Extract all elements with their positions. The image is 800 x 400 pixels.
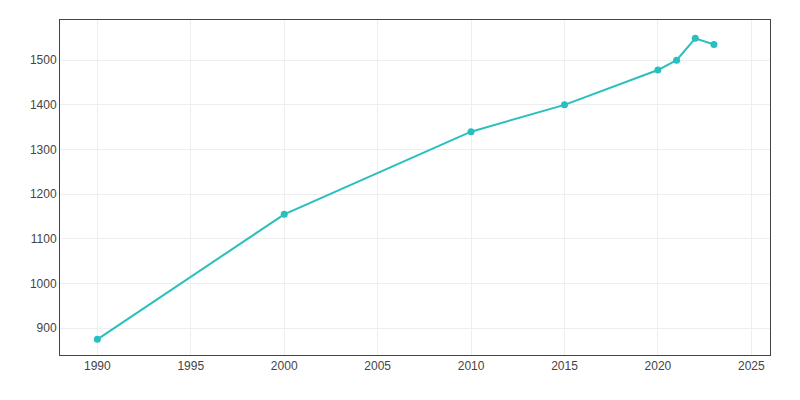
svg-text:900: 900	[37, 321, 57, 335]
svg-text:2000: 2000	[271, 359, 298, 373]
svg-text:1000: 1000	[30, 277, 57, 291]
svg-text:1100: 1100	[31, 232, 57, 246]
svg-text:1200: 1200	[30, 187, 57, 201]
svg-text:2015: 2015	[551, 359, 578, 373]
svg-text:2005: 2005	[364, 359, 391, 373]
svg-text:1500: 1500	[30, 53, 57, 67]
svg-text:1300: 1300	[30, 143, 57, 157]
svg-text:2020: 2020	[645, 359, 672, 373]
svg-text:2025: 2025	[738, 359, 765, 373]
svg-text:1995: 1995	[177, 359, 204, 373]
svg-text:1990: 1990	[84, 359, 111, 373]
svg-text:1400: 1400	[30, 98, 57, 112]
svg-text:2010: 2010	[458, 359, 485, 373]
